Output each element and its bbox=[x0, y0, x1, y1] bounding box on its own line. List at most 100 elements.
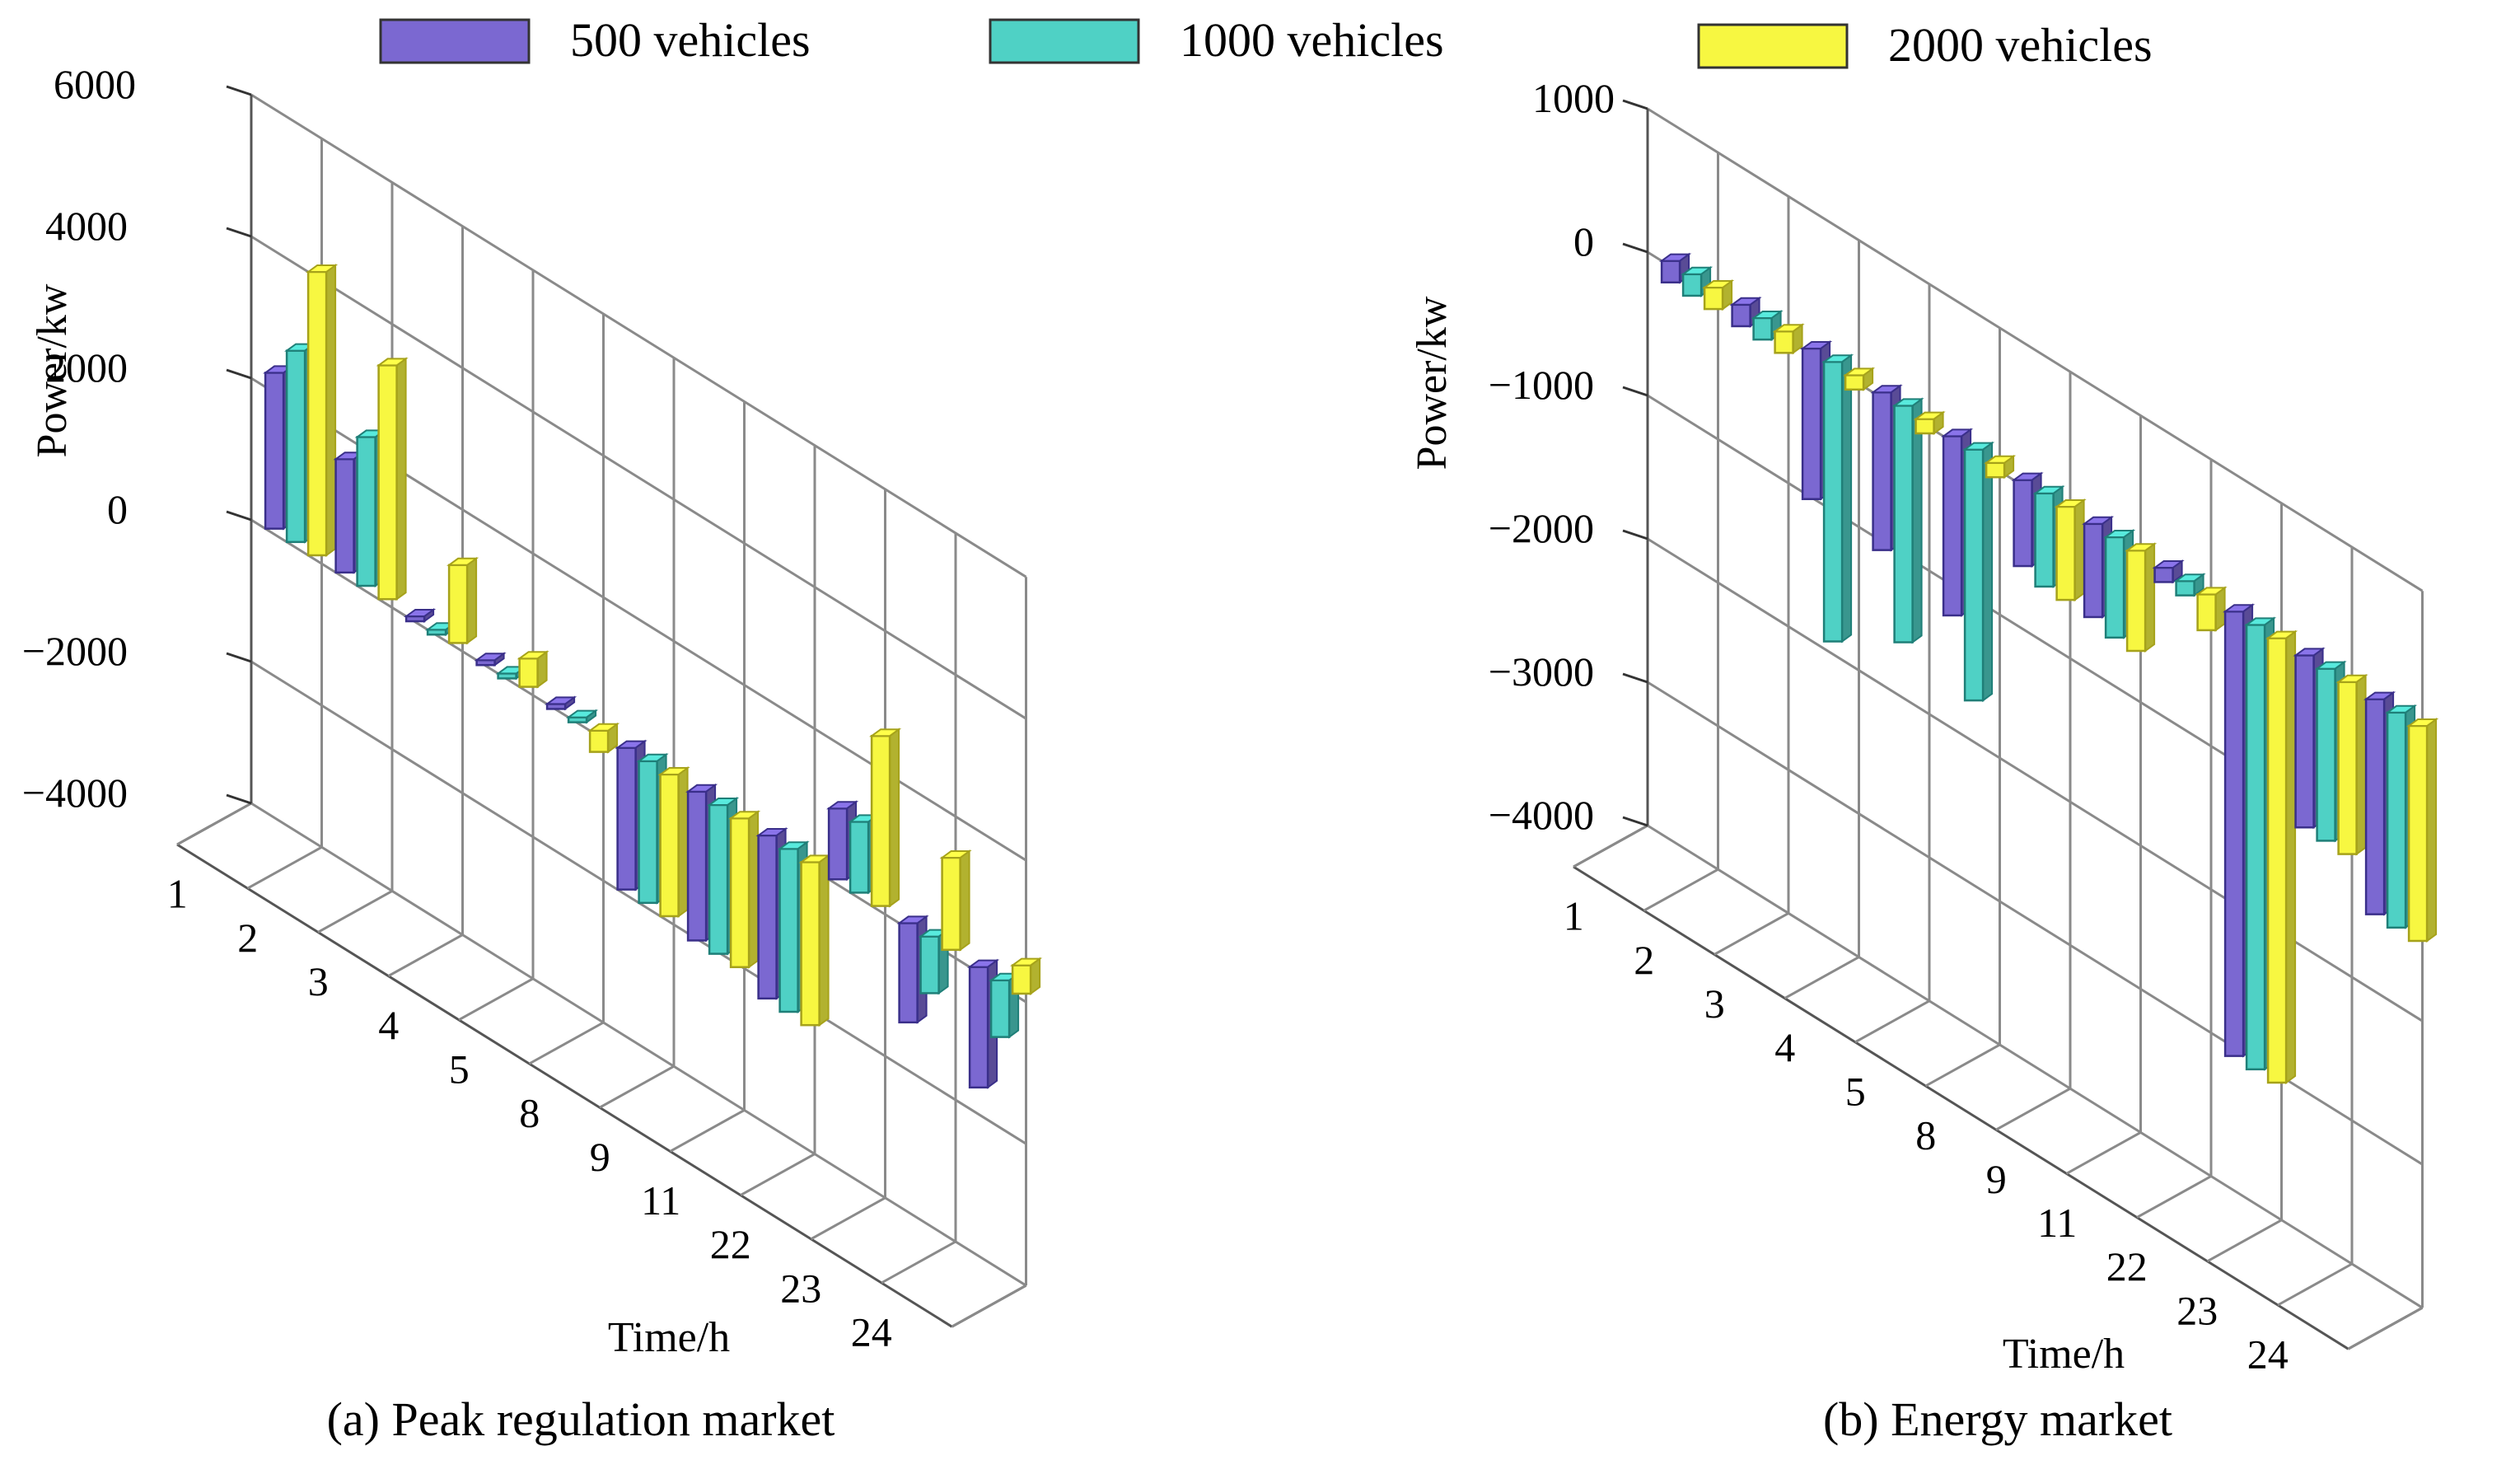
bar-side-3 bbox=[466, 556, 478, 645]
bar-top-1 bbox=[826, 801, 859, 810]
bar-top-2 bbox=[636, 753, 669, 762]
panel-energy-market: 10000−1000−2000−3000−4000123458911222324… bbox=[1409, 75, 2439, 1446]
bar-side-3 bbox=[748, 810, 760, 969]
grid-horizontal-line bbox=[250, 235, 1027, 720]
bar-1 bbox=[2013, 479, 2033, 568]
bar-2 bbox=[1681, 273, 1703, 297]
bar-top-1 bbox=[1659, 253, 1692, 262]
bar-3 bbox=[2407, 724, 2429, 943]
bar-3 bbox=[377, 364, 398, 601]
y-tick-label: 2000 bbox=[45, 344, 128, 391]
bar-side-3 bbox=[2426, 718, 2438, 943]
y-tick-label: −1000 bbox=[1489, 362, 1594, 408]
y-tick-mark bbox=[226, 510, 252, 522]
bar-top-1 bbox=[1729, 297, 1762, 306]
bar-top-3 bbox=[728, 811, 761, 820]
grid-horizontal-line bbox=[1647, 681, 2424, 1166]
x-tick-label: 2 bbox=[1634, 937, 1654, 983]
bar-2 bbox=[1822, 360, 1844, 643]
panel-caption: (a) Peak regulation market bbox=[327, 1392, 835, 1446]
floor-grid-line bbox=[1924, 1043, 2001, 1088]
x-axis-line bbox=[176, 843, 953, 1328]
x-tick-label: 11 bbox=[2037, 1200, 2077, 1246]
floor-grid-line bbox=[2065, 1131, 2142, 1175]
bar-top-1 bbox=[545, 696, 577, 705]
x-tick-label: 1 bbox=[1564, 893, 1584, 939]
floor-grid-line bbox=[176, 802, 252, 846]
floor-grid-line bbox=[2206, 1219, 2283, 1263]
bar-top-1 bbox=[474, 653, 507, 662]
bar-3 bbox=[2337, 681, 2358, 855]
floor-grid-line bbox=[528, 1021, 605, 1065]
x-tick-label: 9 bbox=[590, 1134, 610, 1180]
bar-top-1 bbox=[2011, 472, 2044, 481]
bar-3 bbox=[941, 856, 961, 952]
x-tick-label: 3 bbox=[1704, 980, 1725, 1027]
x-tick-label: 5 bbox=[449, 1046, 470, 1092]
x-tick-label: 1 bbox=[167, 871, 188, 917]
bar-2 bbox=[285, 349, 306, 544]
legend: 500 vehicles 1000 vehicles 2000 vehicles bbox=[379, 13, 2153, 72]
bar-side-2 bbox=[1841, 353, 1853, 643]
bar-top-2 bbox=[1681, 266, 1714, 275]
bar-side-3 bbox=[2074, 498, 2085, 602]
bar-top-3 bbox=[2125, 543, 2158, 552]
bar-top-3 bbox=[1702, 280, 1735, 288]
x-tick-label: 3 bbox=[308, 958, 329, 1004]
x-axis-title: Time/h bbox=[2003, 1331, 2125, 1378]
bar-side-3 bbox=[959, 849, 970, 952]
bar-1 bbox=[898, 922, 919, 1024]
floor-grid-line bbox=[1784, 956, 1860, 999]
x-tick-label: 23 bbox=[2176, 1287, 2218, 1333]
bar-3 bbox=[729, 817, 750, 969]
grid-horizontal-line bbox=[1647, 824, 2424, 1309]
bar-top-3 bbox=[657, 767, 690, 775]
y-axis-title: Power/kw bbox=[29, 283, 76, 457]
bar-top-1 bbox=[615, 740, 648, 749]
floor-grid-line bbox=[951, 1284, 1027, 1328]
floor-grid-line bbox=[1573, 824, 1648, 868]
y-tick-label: −2000 bbox=[22, 628, 128, 674]
bar-1 bbox=[1942, 435, 1963, 617]
bar-top-1 bbox=[1941, 428, 1974, 438]
bar-2 bbox=[778, 847, 799, 1013]
bar-2 bbox=[2245, 624, 2266, 1071]
bar-3 bbox=[1844, 374, 1865, 391]
bar-1 bbox=[2294, 654, 2315, 829]
legend-swatch-2 bbox=[989, 18, 1140, 64]
grid-horizontal-line bbox=[1647, 107, 2424, 592]
bar-1 bbox=[2364, 698, 2386, 915]
y-tick-label: −4000 bbox=[1489, 792, 1594, 838]
bar-2 bbox=[2104, 536, 2125, 639]
bar-2 bbox=[638, 760, 658, 905]
bar-side-3 bbox=[2355, 673, 2367, 856]
bar-2 bbox=[2386, 711, 2407, 929]
grid-horizontal-line bbox=[250, 802, 1027, 1287]
x-tick-label: 4 bbox=[1774, 1024, 1795, 1070]
y-tick-label: 6000 bbox=[54, 61, 136, 107]
bar-top-3 bbox=[869, 728, 902, 737]
floor-grid-line bbox=[2347, 1306, 2424, 1350]
bar-top-2 bbox=[707, 798, 740, 806]
bar-1 bbox=[686, 790, 708, 942]
bar-top-1 bbox=[896, 915, 929, 924]
bar-side-3 bbox=[677, 766, 689, 918]
bar-1 bbox=[2083, 522, 2104, 619]
x-axis-title: Time/h bbox=[608, 1314, 730, 1361]
bar-side-2 bbox=[1911, 397, 1923, 644]
bar-top-3 bbox=[1010, 957, 1043, 966]
bar-2 bbox=[919, 935, 940, 994]
bar-side-2 bbox=[1982, 441, 1994, 703]
bar-top-3 bbox=[939, 850, 972, 859]
bar-top-2 bbox=[566, 709, 599, 718]
bar-1 bbox=[264, 372, 285, 530]
bar-3 bbox=[2125, 549, 2147, 653]
bar-top-2 bbox=[1821, 354, 1854, 363]
bar-3 bbox=[1985, 461, 2006, 479]
bar-top-1 bbox=[2223, 604, 2256, 613]
y-tick-label: −3000 bbox=[1489, 648, 1594, 695]
x-tick-label: 9 bbox=[1986, 1156, 2007, 1202]
bar-top-1 bbox=[755, 828, 788, 836]
floor-grid-line bbox=[1643, 868, 1719, 912]
